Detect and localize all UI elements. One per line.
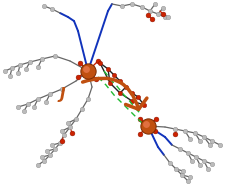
- FancyArrowPatch shape: [83, 78, 147, 109]
- Text: J: J: [59, 87, 65, 101]
